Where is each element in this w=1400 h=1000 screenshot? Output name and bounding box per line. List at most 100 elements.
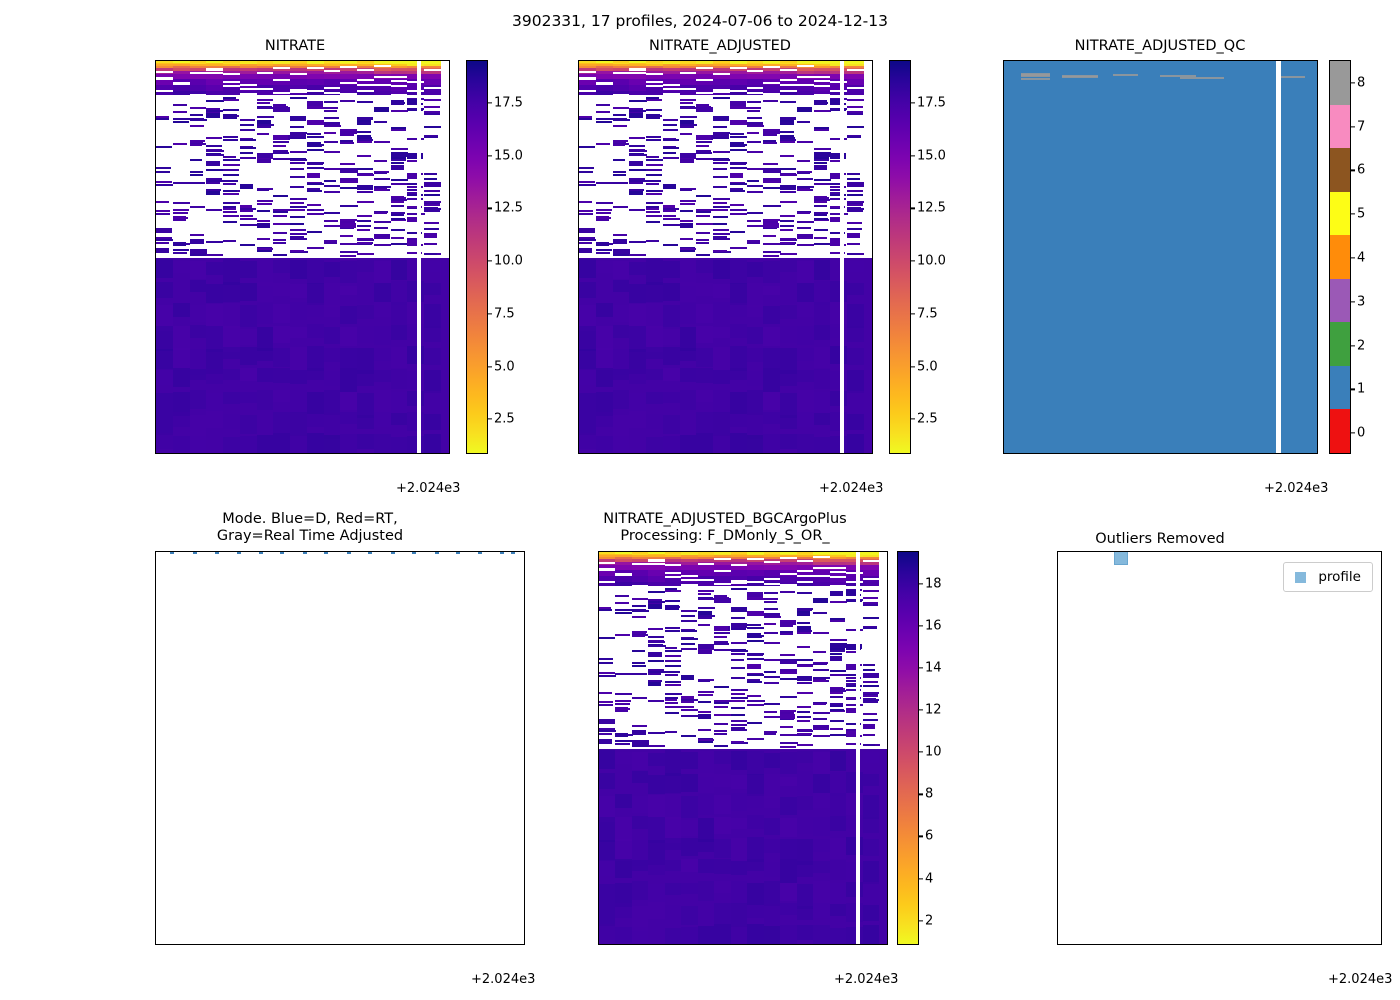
heatmap-cell	[357, 173, 374, 176]
plot-nitrate-adjusted[interactable]: 0.60.70.80.90250500750100012501500175020…	[578, 60, 873, 454]
heatmap-cell	[697, 648, 715, 651]
heatmap-cell	[424, 434, 441, 453]
heatmap-cell	[847, 282, 864, 295]
heatmap-cell	[373, 244, 392, 247]
colorbar-tick-mark	[910, 260, 915, 262]
heatmap-cell	[273, 209, 291, 212]
heatmap-cell	[646, 391, 663, 404]
heatmap-cell	[424, 210, 440, 213]
heatmap-cell	[407, 326, 425, 339]
heatmap-cell	[662, 183, 676, 189]
heatmap-cell	[796, 659, 813, 662]
heatmap-cell	[696, 135, 711, 141]
heatmap-cell	[763, 433, 781, 453]
heatmap-cell	[357, 239, 374, 242]
heatmap-cell	[306, 433, 324, 453]
colorbar-bgcargoplus[interactable]: 2 4 6 8 10 12 14 16 18	[897, 551, 942, 945]
heatmap-cell	[679, 66, 697, 69]
heatmap-cell	[223, 326, 240, 352]
heatmap-cell	[290, 370, 307, 385]
heatmap-cell	[424, 62, 441, 65]
heatmap-cell	[780, 774, 797, 787]
heatmap-cell	[579, 146, 595, 149]
heatmap-cell	[424, 173, 438, 176]
heatmap-cell	[648, 681, 662, 687]
heatmap-cell	[780, 252, 797, 255]
heatmap-cell	[631, 795, 649, 814]
colorbar-tick-label: 18	[925, 576, 942, 592]
heatmap-cell	[846, 599, 863, 602]
heatmap-cell	[662, 66, 680, 69]
heatmap-cell	[813, 281, 831, 305]
heatmap-cell	[223, 221, 238, 224]
colorbar-nitrate[interactable]: 2.5 5.0 7.5 10.0 12.5 15.0 17.5	[466, 60, 523, 454]
heatmap-gap	[763, 66, 781, 69]
heatmap-cell	[847, 210, 863, 213]
heatmap-cell	[697, 552, 715, 554]
heatmap-gap	[813, 85, 831, 88]
heatmap-cell	[747, 640, 765, 643]
heatmap-cell	[631, 631, 646, 634]
heatmap-cell	[714, 555, 731, 558]
heatmap-cell	[696, 144, 710, 147]
heatmap-cell	[862, 557, 880, 560]
heatmap-cell	[612, 170, 627, 173]
heatmap-cell	[206, 369, 224, 384]
heatmap-cell	[862, 668, 875, 671]
heatmap-cell	[813, 881, 830, 903]
plot-mode[interactable]: 0.60.70.80.9Delayed ModeReal Time Adjust…	[155, 551, 525, 945]
plot-nitrate-adjusted-qc[interactable]: 0.60.70.80.90250500750100012501500175020…	[1003, 60, 1318, 454]
y-tick-mark	[1003, 405, 1004, 406]
heatmap-cell	[189, 261, 207, 280]
heatmap-cell	[696, 84, 714, 91]
axes-title-nitrate-adjusted: NITRATE_ADJUSTED	[649, 38, 791, 54]
legend-outliers[interactable]: profile	[1283, 562, 1373, 592]
heatmap-cell	[373, 160, 388, 163]
heatmap-cell	[357, 414, 374, 430]
heatmap-cell	[407, 64, 425, 67]
heatmap-cell	[290, 232, 307, 235]
heatmap-cell	[763, 255, 780, 258]
heatmap-cell	[780, 173, 797, 176]
heatmap-cell	[662, 223, 680, 226]
plot-nitrate[interactable]: 0.60.70.80.90250500750100012501500175020…	[155, 60, 450, 454]
heatmap-cell	[862, 581, 880, 587]
heatmap-cell	[830, 64, 848, 67]
heatmap-cell	[796, 716, 811, 719]
heatmap-cell	[664, 581, 682, 587]
heatmap-cell	[780, 392, 797, 418]
heatmap-cell	[595, 70, 613, 75]
heatmap-cell	[813, 575, 830, 582]
heatmap-cell	[829, 617, 846, 620]
heatmap-cell	[357, 279, 374, 305]
heatmap-cell	[340, 305, 358, 327]
heatmap-cell	[780, 671, 797, 674]
heatmap-cell	[829, 793, 847, 816]
heatmap-cell	[206, 434, 224, 450]
heatmap-cell	[256, 250, 273, 253]
x-offset-text-mode: +2.024e3	[471, 972, 536, 987]
heatmap-cell	[646, 156, 659, 159]
heatmap-cell	[796, 730, 814, 733]
heatmap-cell	[323, 100, 339, 103]
heatmap-cell	[747, 905, 764, 919]
heatmap-gap	[306, 90, 324, 93]
heatmap-cell	[646, 168, 663, 171]
heatmap-cell	[780, 215, 795, 218]
heatmap-cell	[729, 187, 743, 190]
heatmap-cell	[696, 210, 711, 213]
plot-nitrate-adjusted-bgcargoplus[interactable]: 0.60.70.80.90250500750100012501500175020…	[598, 551, 888, 945]
heatmap-cell	[697, 565, 715, 571]
plot-outliers-removed[interactable]: profile 0.60.70.80.902505007501000125015…	[1057, 551, 1382, 945]
heatmap-cell	[780, 136, 796, 139]
heatmap-cell	[323, 239, 337, 242]
heatmap-gap	[631, 563, 649, 566]
heatmap-cell	[813, 597, 828, 603]
heatmap-cell	[407, 90, 425, 96]
heatmap-cell	[813, 669, 830, 672]
y-tick-mark	[1057, 601, 1058, 602]
colorbar-nitrate-adjusted[interactable]: 2.5 5.0 7.5 10.0 12.5 15.0 17.5	[889, 60, 946, 454]
heatmap-cell	[780, 752, 797, 778]
heatmap-cell	[780, 131, 794, 134]
